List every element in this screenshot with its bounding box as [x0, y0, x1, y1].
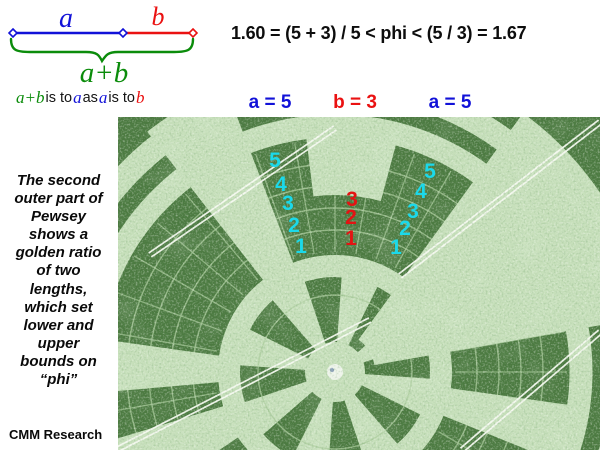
ring-number-left-5: 5	[269, 149, 281, 172]
endpoint-diamond-left	[7, 27, 19, 39]
ring-number-left-2: 2	[288, 214, 300, 237]
segment-b-letter: b	[152, 2, 165, 31]
crop-texture-patch	[118, 117, 600, 450]
caption-line: lengths,	[29, 280, 88, 298]
caption-line: upper	[37, 334, 80, 352]
label-a-equals-5-left: a = 5	[248, 92, 292, 113]
sentence-as: as	[82, 90, 98, 106]
caption-line: “phi”	[39, 371, 78, 389]
segment-sum-letter: a+b	[80, 57, 129, 86]
sentence-isto1: is to	[45, 90, 73, 106]
ring-number-right-5: 5	[424, 160, 436, 183]
sentence-sum: a+b	[16, 88, 45, 107]
ring-number-right-4: 4	[415, 180, 427, 203]
phi-bounds-equation: 1.60 = (5 + 3) / 5 < phi < (5 / 3) = 1.6…	[231, 23, 527, 43]
caption-line: which set	[24, 298, 93, 316]
caption-line: The second	[16, 172, 101, 189]
caption-line: lower and	[23, 316, 94, 334]
sentence-b: b	[136, 88, 145, 107]
endpoint-diamond-right	[187, 27, 199, 39]
caption-line: outer part of	[14, 190, 103, 208]
label-b-equals-3: b = 3	[333, 92, 377, 113]
credit-text: CMM Research	[9, 427, 103, 442]
ring-number-overlay: 5 4 3 2 1 3 2 1 5 4 3 2 1	[269, 149, 436, 259]
ring-number-right-3: 3	[407, 200, 419, 223]
crop-circle-photo: 5 4 3 2 1 3 2 1 5 4 3 2 1	[118, 117, 600, 450]
ring-number-left-4: 4	[275, 173, 287, 196]
ring-number-right-1: 1	[390, 236, 402, 259]
caption-line: Pewsey	[30, 208, 87, 226]
sum-brace	[9, 37, 195, 64]
caption-line: of two	[36, 262, 81, 280]
segment-a-letter: a	[59, 3, 73, 34]
sentence-a2: a	[98, 88, 108, 107]
ratio-sentence: a+bis toaasais tob	[16, 87, 145, 107]
ring-number-right-2: 2	[399, 217, 411, 240]
crop-circle-graphic: 5 4 3 2 1 3 2 1 5 4 3 2 1	[118, 117, 600, 450]
caption-line: shows a	[28, 226, 89, 244]
caption-line: bounds on	[20, 352, 97, 370]
ring-number-left-1: 1	[295, 235, 307, 258]
endpoint-diamond-middle	[117, 27, 129, 39]
ring-number-mid-3: 3	[346, 188, 358, 211]
caption-text: The second outer part of Pewsey shows a …	[0, 172, 117, 389]
label-a-equals-5-right: a = 5	[428, 92, 472, 113]
caption-line: golden ratio	[15, 244, 102, 262]
sentence-a1: a	[73, 88, 82, 107]
ring-number-mid-2: 2	[345, 206, 357, 229]
segment-diagram: a b a+b	[7, 2, 199, 86]
sentence-isto2: is to	[108, 90, 135, 106]
ring-number-left-3: 3	[282, 192, 294, 215]
ring-number-mid-1: 1	[345, 227, 357, 250]
